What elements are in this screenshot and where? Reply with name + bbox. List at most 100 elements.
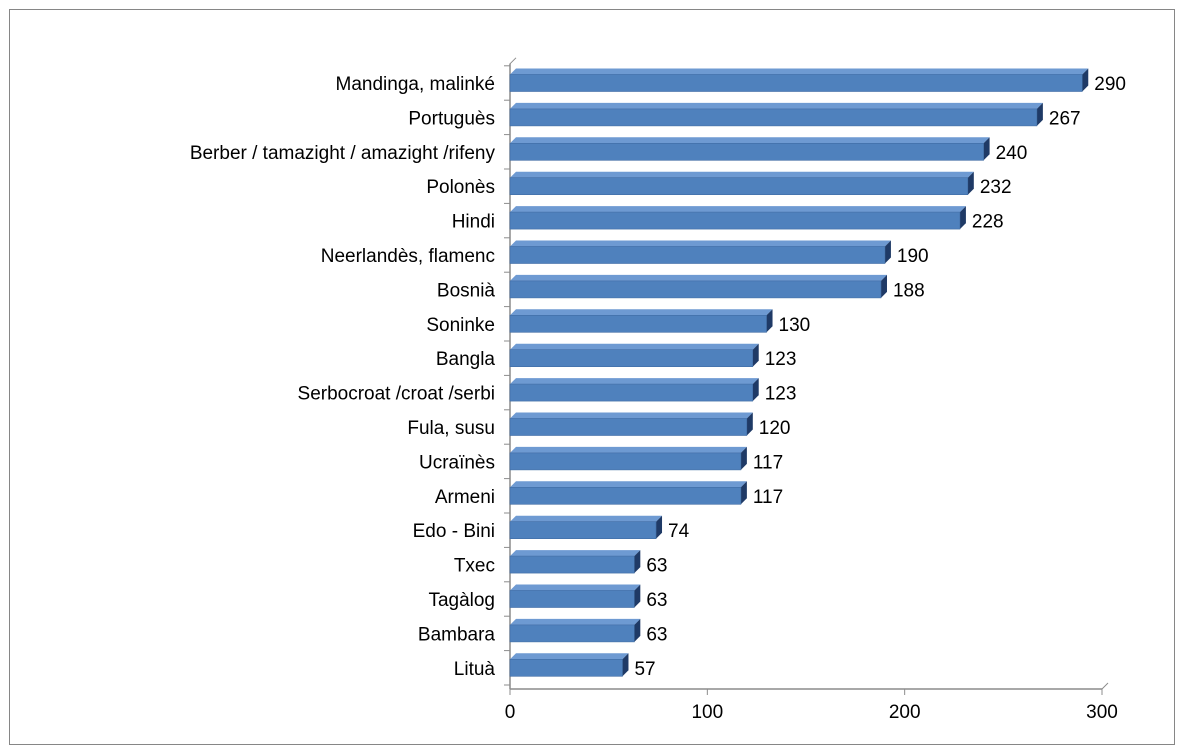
bar [509, 240, 891, 264]
bar-front-face [509, 74, 1083, 92]
bar [509, 206, 966, 230]
bar-front-face [509, 314, 767, 333]
category-label: Bambara [418, 624, 496, 645]
bar-top-face [510, 206, 966, 213]
bar [509, 584, 641, 608]
bar-top-face [510, 378, 759, 385]
bar-top-face [510, 618, 641, 625]
bar-front-face [509, 418, 748, 436]
category-label: Armeni [435, 487, 495, 508]
data-label: 232 [980, 177, 1012, 198]
data-label: 120 [759, 418, 791, 439]
bar-top-face [510, 550, 641, 557]
data-label: 290 [1094, 74, 1126, 95]
bar-side-face [1082, 68, 1089, 92]
bar-chart: 0 100 200 300 Mandinga, malinké 290 Portuguès 2… [190, 57, 1126, 723]
category-label: Lituà [454, 659, 496, 680]
bar-side-face [959, 206, 966, 230]
data-label: 117 [753, 452, 783, 473]
bar-front-face [509, 108, 1038, 127]
bar-side-face [983, 137, 990, 161]
bar-front-face [509, 452, 742, 471]
bar [509, 446, 747, 471]
category-label: Serbocroat /croat /serbi [298, 384, 495, 405]
bar [509, 309, 773, 333]
bar [509, 102, 1043, 127]
bar-side-face [1036, 102, 1043, 126]
bar-side-face [634, 550, 641, 574]
bar-side-face [656, 515, 663, 539]
bar-side-face [746, 412, 753, 436]
bar [509, 274, 887, 299]
bar-top-face [510, 515, 663, 522]
bar-top-face [510, 412, 753, 419]
bar-top-face [510, 137, 990, 144]
bar-top-face [510, 102, 1043, 109]
data-label: 57 [634, 659, 655, 680]
bar-side-face [967, 171, 974, 195]
bar-top-face [510, 343, 759, 350]
bar-front-face [509, 590, 635, 608]
data-label: 240 [996, 143, 1028, 164]
data-label: 123 [765, 384, 797, 405]
value-tick-label: 100 [691, 702, 723, 723]
data-label: 117 [753, 487, 783, 508]
data-label: 130 [779, 315, 811, 336]
data-label: 74 [668, 521, 690, 542]
bar [509, 343, 759, 368]
bar-side-face [884, 240, 891, 264]
bar-top-face [510, 653, 629, 660]
category-label: Tagàlog [428, 590, 495, 611]
data-label: 63 [646, 624, 667, 645]
bar-top-face [510, 584, 641, 591]
category-label: Neerlandès, flamenc [321, 246, 495, 267]
category-label: Hindi [452, 212, 495, 233]
bar [509, 412, 753, 436]
category-label: Bangla [436, 349, 496, 370]
labels: 0 100 200 300 Mandinga, malinké 290 Portuguès 2… [190, 74, 1126, 723]
bar-front-face [509, 280, 882, 299]
category-label: Ucraïnès [419, 452, 495, 473]
category-label: Berber / tamazight / amazight /rifeny [190, 143, 496, 164]
bar-side-face [752, 343, 759, 367]
bar-front-face [509, 349, 754, 368]
category-label: Soninke [426, 315, 495, 336]
bar-front-face [509, 383, 754, 402]
floor-depth-edge [1101, 682, 1109, 690]
bar-front-face [509, 246, 886, 264]
bar-top-face [510, 481, 747, 488]
bar-top-face [510, 446, 747, 453]
data-label: 123 [765, 349, 797, 370]
data-label: 63 [646, 556, 667, 577]
bar [509, 68, 1089, 92]
bar-front-face [509, 143, 984, 161]
bar [509, 550, 641, 574]
bar-side-face [880, 274, 887, 298]
data-label: 190 [897, 246, 929, 267]
bar-front-face [509, 486, 742, 505]
bar-top-face [510, 240, 891, 247]
bar-top-face [510, 68, 1089, 75]
data-label: 228 [972, 212, 1004, 233]
bar-top-face [510, 171, 974, 178]
value-tick-label: 300 [1086, 702, 1118, 723]
category-label: Edo - Bini [413, 521, 495, 542]
bar [509, 515, 663, 540]
data-label: 188 [893, 280, 925, 301]
bar-side-face [766, 309, 773, 333]
bar [509, 137, 990, 161]
bar [509, 481, 747, 505]
bar-front-face [509, 177, 969, 195]
bar [509, 618, 641, 643]
bar-top-face [510, 309, 773, 316]
bar-side-face [740, 446, 747, 470]
data-label: 63 [646, 590, 667, 611]
bar-front-face [509, 211, 961, 230]
category-label: Mandinga, malinké [336, 74, 495, 95]
bar [509, 653, 629, 677]
bar [509, 378, 759, 402]
category-label: Polonès [426, 177, 495, 198]
value-tick-label: 200 [889, 702, 921, 723]
category-label: Bosnià [437, 280, 496, 301]
bar-front-face [509, 658, 623, 677]
